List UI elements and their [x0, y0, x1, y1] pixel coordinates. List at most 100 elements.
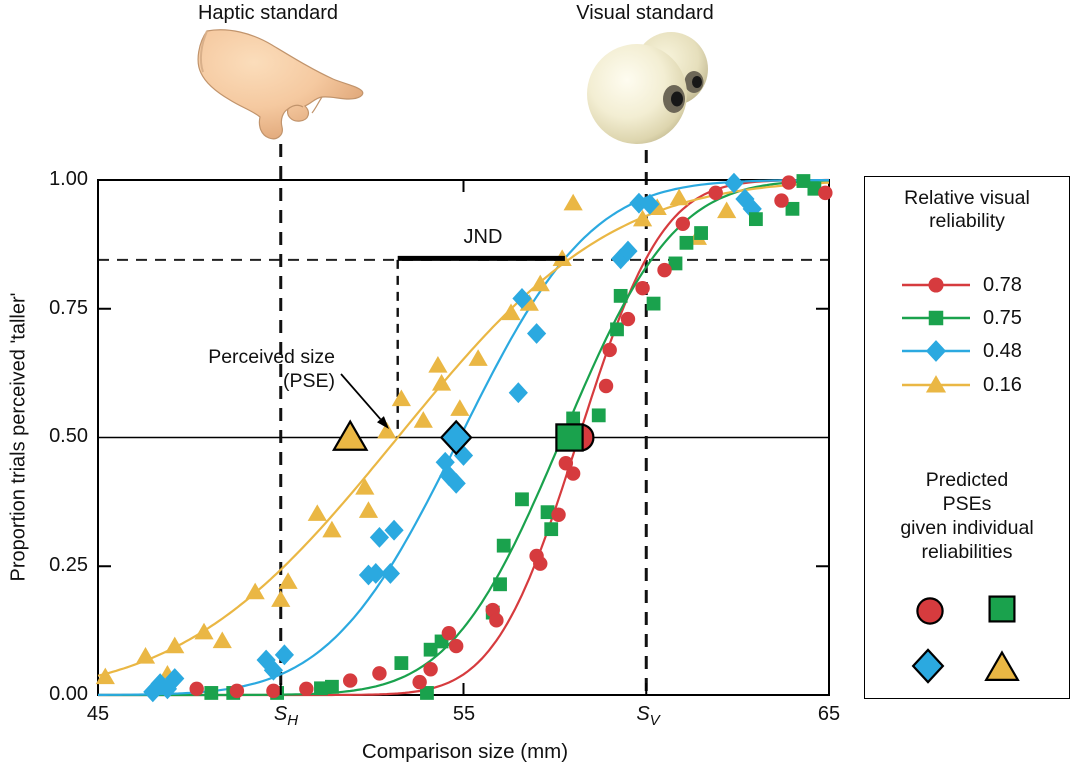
legend-entry-row: 0.75 — [865, 305, 1069, 331]
data-point — [307, 504, 327, 521]
data-point — [229, 683, 245, 699]
data-point — [540, 505, 555, 520]
data-point — [431, 374, 452, 391]
data-point — [629, 192, 649, 214]
data-point — [551, 507, 566, 522]
data-point — [657, 262, 672, 278]
y-axis-title: Proportion trials perceived 'taller' — [7, 292, 30, 582]
data-point — [135, 646, 156, 664]
data-point — [544, 522, 559, 537]
legend-entry-label: 0.48 — [983, 340, 1022, 362]
data-point — [423, 662, 438, 677]
data-point — [314, 681, 328, 696]
data-point — [618, 240, 638, 262]
data-point — [598, 378, 614, 394]
pse-annotation-line1: Perceived size — [208, 346, 335, 368]
data-point — [441, 626, 457, 641]
legend-entry-label: 0.78 — [983, 274, 1022, 296]
data-point — [796, 174, 811, 188]
data-point — [675, 216, 690, 231]
predicted-pse-marker-0.48 — [439, 419, 473, 456]
eyes-image — [587, 32, 708, 144]
data-point — [325, 679, 339, 694]
data-point — [501, 303, 521, 321]
legend-predicted-marker-0.78 — [916, 597, 944, 625]
data-point — [530, 274, 550, 292]
x-tick-label-45: 45 — [86, 703, 110, 725]
data-point — [322, 520, 342, 538]
y-tick-label-050: 0.50 — [49, 425, 88, 447]
data-point — [358, 501, 379, 518]
curve-0.75 — [98, 179, 830, 697]
legend-marker-diamond — [925, 340, 947, 362]
data-point — [489, 613, 504, 628]
data-point — [679, 235, 694, 250]
data-point — [194, 622, 214, 640]
y-tick-label-025: 0.25 — [49, 554, 88, 576]
y-tick-label-100: 1.00 — [49, 168, 88, 190]
data-point — [384, 519, 404, 541]
data-point — [450, 399, 470, 416]
data-point — [355, 478, 375, 495]
data-point — [694, 226, 708, 240]
legend-marker-triangle — [925, 375, 947, 393]
data-point — [380, 563, 400, 584]
data-point — [263, 659, 284, 681]
data-point — [212, 631, 232, 649]
data-point — [611, 248, 631, 270]
data-point — [818, 185, 833, 201]
data-point — [420, 686, 434, 700]
data-point — [708, 185, 723, 201]
data-point — [266, 683, 281, 699]
data-point — [512, 288, 532, 309]
y-tick-label-075: 0.75 — [49, 297, 88, 319]
data-point — [742, 198, 762, 220]
data-point — [668, 256, 683, 271]
data-point — [271, 590, 291, 607]
data-point — [435, 451, 455, 473]
legend-entry-label: 0.16 — [983, 374, 1022, 396]
data-point — [428, 356, 448, 373]
data-point — [646, 296, 661, 311]
legend-title: Relative visual reliability — [904, 187, 1030, 232]
legend-marker-square — [928, 310, 944, 326]
data-point — [640, 193, 660, 215]
y-tick-label-000: 0.00 — [49, 683, 88, 705]
data-point — [774, 193, 789, 208]
data-point — [391, 389, 411, 407]
data-point — [635, 280, 650, 296]
data-point — [493, 577, 507, 592]
legend-predicted-marker-0.16 — [984, 650, 1020, 681]
data-point — [613, 288, 628, 303]
pse-arrow — [340, 373, 382, 420]
legend-entry-row: 0.48 — [865, 338, 1069, 364]
data-point — [165, 636, 185, 654]
data-point — [412, 674, 427, 690]
legend-entry-row: 0.16 — [865, 372, 1069, 398]
predicted-pse-marker-0.16 — [331, 419, 369, 451]
data-point — [669, 188, 689, 206]
data-point — [749, 212, 763, 227]
legend-box: Relative visual reliability 0.78 0.75 0.… — [864, 176, 1070, 699]
legend-swatch-circle — [902, 277, 970, 293]
data-point — [446, 472, 466, 494]
data-point — [448, 638, 464, 654]
data-point — [527, 323, 547, 344]
x-axis-title: Comparison size (mm) — [361, 740, 569, 763]
data-point — [632, 209, 653, 227]
pse-arrowhead — [376, 416, 389, 429]
data-point — [95, 667, 115, 685]
data-point — [610, 322, 624, 337]
data-point — [807, 181, 822, 196]
data-point — [369, 527, 390, 548]
legend-predicted-marker-0.75 — [988, 595, 1016, 623]
data-point — [620, 311, 636, 327]
data-point — [366, 563, 386, 584]
data-point — [591, 408, 606, 423]
data-point — [785, 201, 800, 216]
data-point — [299, 681, 314, 697]
data-point — [342, 673, 358, 688]
predicted-pse-marker-0.75 — [555, 423, 584, 452]
